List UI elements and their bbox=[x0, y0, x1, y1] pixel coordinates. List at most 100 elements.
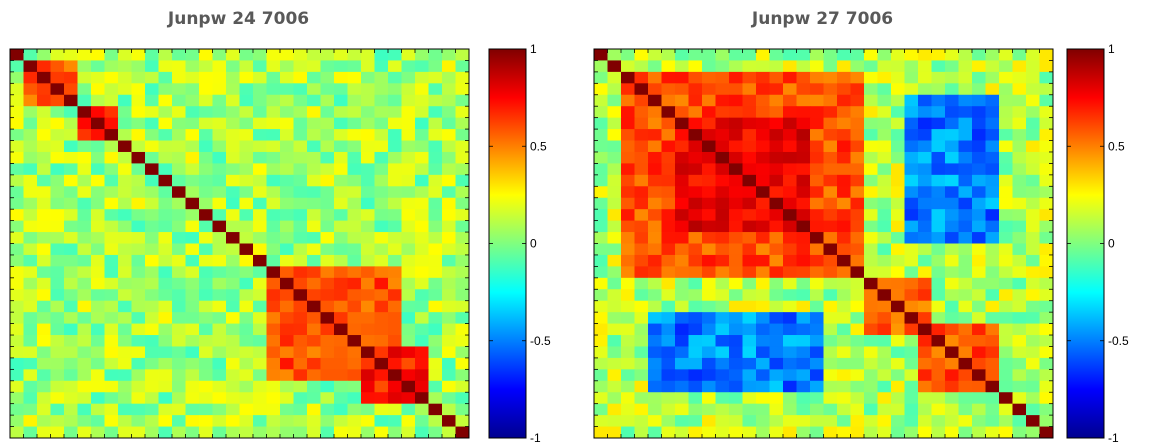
heatmap-cell bbox=[823, 426, 838, 439]
heatmap-cell bbox=[172, 380, 186, 393]
heatmap-cell bbox=[37, 60, 51, 73]
heatmap-cell bbox=[985, 174, 1000, 187]
heatmap-cell bbox=[307, 60, 321, 73]
heatmap-cell bbox=[185, 151, 200, 164]
heatmap-cell bbox=[280, 312, 294, 324]
heatmap-cell bbox=[715, 220, 730, 233]
heatmap-cell bbox=[415, 71, 429, 84]
heatmap-cell bbox=[837, 403, 851, 416]
heatmap-cell bbox=[931, 232, 946, 244]
heatmap-cell bbox=[415, 323, 429, 336]
heatmap-cell bbox=[145, 415, 159, 427]
heatmap-cell bbox=[729, 71, 743, 84]
heatmap-cell bbox=[958, 300, 973, 313]
heatmap-cell bbox=[796, 357, 811, 370]
heatmap-cell bbox=[877, 220, 892, 233]
heatmap-cell bbox=[850, 323, 865, 336]
heatmap-cell bbox=[837, 335, 851, 347]
heatmap-cell bbox=[253, 129, 267, 141]
heatmap-cell bbox=[334, 197, 348, 210]
heatmap-cell bbox=[621, 243, 635, 256]
heatmap-cell bbox=[401, 117, 416, 130]
heatmap-cell bbox=[675, 426, 689, 439]
heatmap-cell bbox=[77, 300, 92, 313]
heatmap-cell bbox=[1012, 71, 1027, 84]
heatmap-cell bbox=[931, 209, 946, 222]
heatmap-cell bbox=[91, 49, 105, 61]
heatmap-cell bbox=[374, 266, 389, 279]
heatmap-cell bbox=[320, 323, 335, 336]
heatmap-cell bbox=[837, 357, 851, 370]
heatmap-cell bbox=[985, 346, 1000, 359]
heatmap-cell bbox=[1012, 266, 1027, 279]
heatmap-cell bbox=[729, 369, 743, 382]
heatmap-cell bbox=[307, 357, 321, 370]
heatmap-cell bbox=[837, 94, 851, 107]
heatmap-cell bbox=[293, 415, 308, 427]
heatmap-cell bbox=[293, 71, 308, 84]
heatmap-chart-left: -1-0.500.51 bbox=[9, 42, 551, 445]
heatmap-cell bbox=[334, 106, 348, 119]
heatmap-cell bbox=[77, 186, 92, 199]
heatmap-cell bbox=[347, 151, 362, 164]
heatmap-cell bbox=[891, 140, 905, 153]
heatmap-cell bbox=[904, 60, 919, 73]
heatmap-cell bbox=[958, 403, 973, 416]
heatmap-cell bbox=[823, 392, 838, 405]
heatmap-cell bbox=[958, 60, 973, 73]
heatmap-cell bbox=[742, 163, 757, 176]
heatmap-cell bbox=[877, 300, 892, 313]
heatmap-cell bbox=[877, 163, 892, 176]
heatmap-cell bbox=[280, 369, 294, 382]
heatmap-cell bbox=[118, 426, 132, 439]
heatmap-cell bbox=[455, 163, 470, 176]
heatmap-cell bbox=[1026, 197, 1040, 210]
heatmap-cell bbox=[10, 289, 24, 302]
heatmap-cell bbox=[985, 277, 1000, 290]
heatmap-cell bbox=[415, 357, 429, 370]
heatmap-cell bbox=[607, 426, 622, 439]
heatmap-cell bbox=[118, 129, 132, 141]
heatmap-cell bbox=[293, 266, 308, 279]
heatmap-cell bbox=[145, 312, 159, 324]
heatmap-cell bbox=[688, 232, 703, 244]
heatmap-cell bbox=[783, 94, 797, 107]
heatmap-cell bbox=[104, 266, 119, 279]
heatmap-cell bbox=[361, 323, 375, 336]
heatmap-cell bbox=[50, 415, 65, 427]
heatmap-cell bbox=[918, 83, 932, 96]
heatmap-cell bbox=[715, 254, 730, 267]
heatmap-cell bbox=[320, 426, 335, 439]
heatmap-cell bbox=[388, 163, 402, 176]
heatmap-cell bbox=[864, 60, 878, 73]
heatmap-cell bbox=[891, 174, 905, 187]
heatmap-cell bbox=[50, 357, 65, 370]
heatmap-cell bbox=[131, 266, 146, 279]
heatmap-cell bbox=[648, 335, 662, 347]
heatmap-cell bbox=[607, 335, 622, 347]
heatmap-cell bbox=[442, 232, 456, 244]
heatmap-cell bbox=[715, 129, 730, 141]
heatmap-cell bbox=[918, 346, 932, 359]
heatmap-cell bbox=[891, 323, 905, 336]
heatmap-cell bbox=[320, 163, 335, 176]
heatmap-cell bbox=[145, 323, 159, 336]
heatmap-cell bbox=[455, 392, 470, 405]
heatmap-cell bbox=[307, 277, 321, 290]
heatmap-cell bbox=[688, 403, 703, 416]
heatmap-cell bbox=[931, 289, 946, 302]
heatmap-cell bbox=[442, 117, 456, 130]
heatmap-cell bbox=[37, 151, 51, 164]
heatmap-cell bbox=[10, 163, 24, 176]
heatmap-cell bbox=[634, 117, 649, 130]
heatmap-cell bbox=[23, 106, 38, 119]
heatmap-cell bbox=[742, 106, 757, 119]
heatmap-cell bbox=[104, 60, 119, 73]
heatmap-cell bbox=[796, 186, 811, 199]
heatmap-cell bbox=[118, 369, 132, 382]
heatmap-cell bbox=[307, 369, 321, 382]
heatmap-cell bbox=[347, 380, 362, 393]
heatmap-cell bbox=[118, 300, 132, 313]
heatmap-cell bbox=[37, 392, 51, 405]
heatmap-cell bbox=[769, 209, 784, 222]
